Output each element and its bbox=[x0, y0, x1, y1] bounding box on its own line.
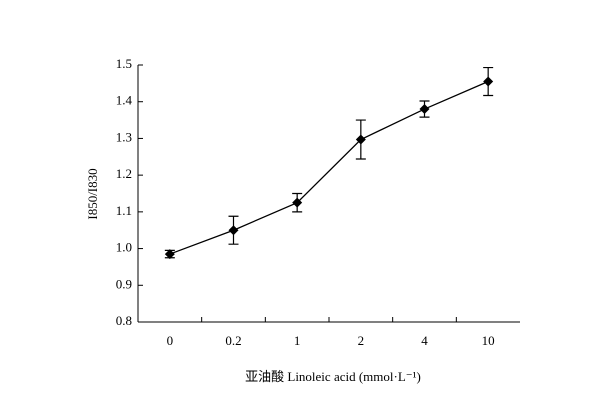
data-point bbox=[228, 225, 239, 236]
x-axis-label: 亚油酸 Linoleic acid (mmol·L⁻¹) bbox=[245, 369, 421, 384]
data-line bbox=[169, 80, 489, 255]
data-point bbox=[483, 76, 494, 87]
y-tick-label: 0.8 bbox=[116, 313, 132, 328]
data-point bbox=[419, 104, 430, 115]
x-tick-label: 2 bbox=[358, 333, 365, 348]
y-tick-label: 1.2 bbox=[116, 166, 132, 181]
y-tick-label: 0.9 bbox=[116, 276, 132, 291]
x-tick-label: 10 bbox=[482, 333, 495, 348]
x-tick-label: 4 bbox=[421, 333, 428, 348]
y-tick-label: 1.5 bbox=[116, 56, 132, 71]
data-point bbox=[355, 134, 366, 145]
y-tick-label: 1.4 bbox=[116, 93, 133, 108]
y-tick-label: 1.1 bbox=[116, 203, 132, 218]
y-axis-label: I850/I830 bbox=[85, 168, 100, 219]
data-point bbox=[292, 197, 303, 208]
x-tick-label: 0 bbox=[167, 333, 174, 348]
x-tick-label: 1 bbox=[294, 333, 301, 348]
y-tick-label: 1.3 bbox=[116, 129, 132, 144]
y-tick-label: 1.0 bbox=[116, 240, 132, 255]
data-point bbox=[164, 249, 175, 260]
x-tick-label: 0.2 bbox=[225, 333, 241, 348]
